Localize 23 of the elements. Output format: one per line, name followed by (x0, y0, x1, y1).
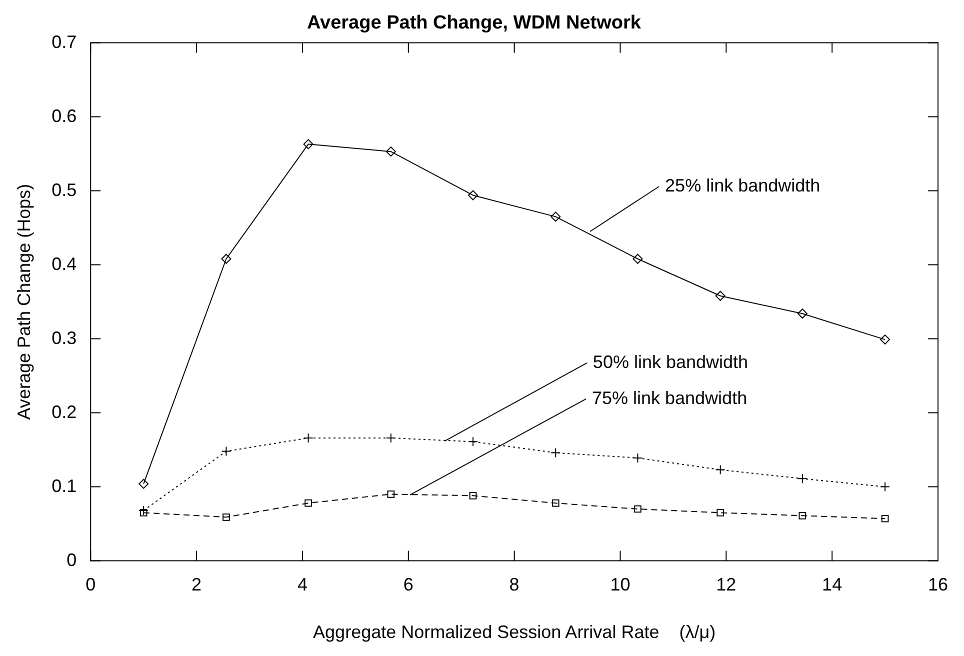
annotation: 25% link bandwidth (665, 175, 820, 196)
y-tick-label: 0.3 (52, 328, 77, 348)
x-tick-label: 6 (403, 574, 414, 595)
x-tick-label: 14 (822, 574, 842, 595)
y-tick-label: 0.2 (52, 402, 77, 422)
y-tick-label: 0.4 (52, 254, 77, 274)
annotation: 75% link bandwidth (592, 388, 748, 408)
x-tick-label: 0 (86, 574, 96, 595)
x-axis-title: Aggregate Normalized Session Arrival Rate (λ/μ) (313, 622, 716, 642)
y-tick-label: 0 (66, 550, 77, 570)
x-tick-label: 2 (192, 574, 202, 595)
chart-title: Average Path Change, WDM Network (307, 12, 642, 34)
y-tick-label: 0.7 (52, 32, 77, 52)
x-tick-label: 10 (610, 574, 630, 595)
x-tick-label: 4 (297, 574, 308, 595)
y-axis-title: Average Path Change (Hops) (14, 184, 34, 420)
x-tick-label: 12 (716, 574, 736, 595)
x-tick-label: 16 (928, 574, 948, 595)
annotation: 50% link bandwidth (592, 352, 748, 372)
y-tick-label: 0.6 (52, 106, 77, 126)
x-tick-label: 8 (509, 574, 520, 595)
y-tick-label: 0.5 (52, 180, 77, 200)
y-tick-label: 0.1 (52, 476, 77, 496)
